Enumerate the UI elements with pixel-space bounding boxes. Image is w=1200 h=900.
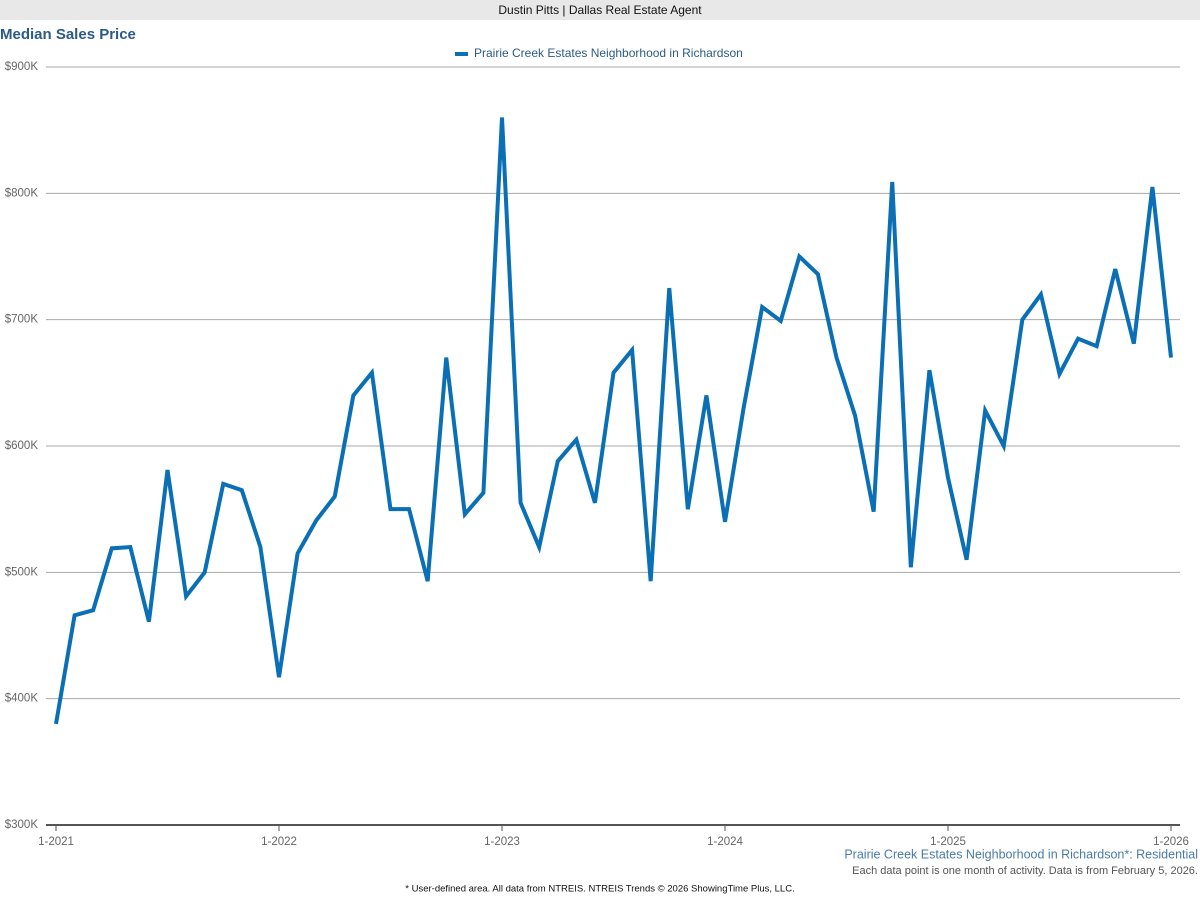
area-caption: Prairie Creek Estates Neighborhood in Ri… — [844, 847, 1198, 861]
series-line — [54, 117, 1173, 725]
y-tick-label: $600K — [5, 440, 39, 452]
y-tick-label: $300K — [5, 819, 39, 831]
chart-title: Median Sales Price — [0, 26, 136, 43]
x-tick-label: 1-2025 — [930, 836, 966, 848]
y-tick-label: $700K — [5, 314, 39, 326]
header-text: Dustin Pitts | Dallas Real Estate Agent — [498, 3, 702, 17]
y-tick-label: $800K — [5, 187, 39, 199]
legend-label: Prairie Creek Estates Neighborhood in Ri… — [474, 46, 743, 60]
x-tick-label: 1-2024 — [707, 836, 743, 848]
y-tick-label: $400K — [5, 693, 39, 705]
header-bar — [0, 0, 1200, 20]
x-tick-label: 1-2021 — [38, 836, 74, 848]
x-tick-label: 1-2022 — [261, 836, 297, 848]
x-tick-label: 1-2023 — [484, 836, 520, 848]
y-tick-label: $900K — [5, 61, 39, 73]
footnote: * User-defined area. All data from NTREI… — [405, 884, 794, 895]
data-note: Each data point is one month of activity… — [852, 865, 1198, 877]
y-tick-label: $500K — [5, 566, 39, 578]
x-tick-label: 1-2026 — [1153, 836, 1189, 848]
